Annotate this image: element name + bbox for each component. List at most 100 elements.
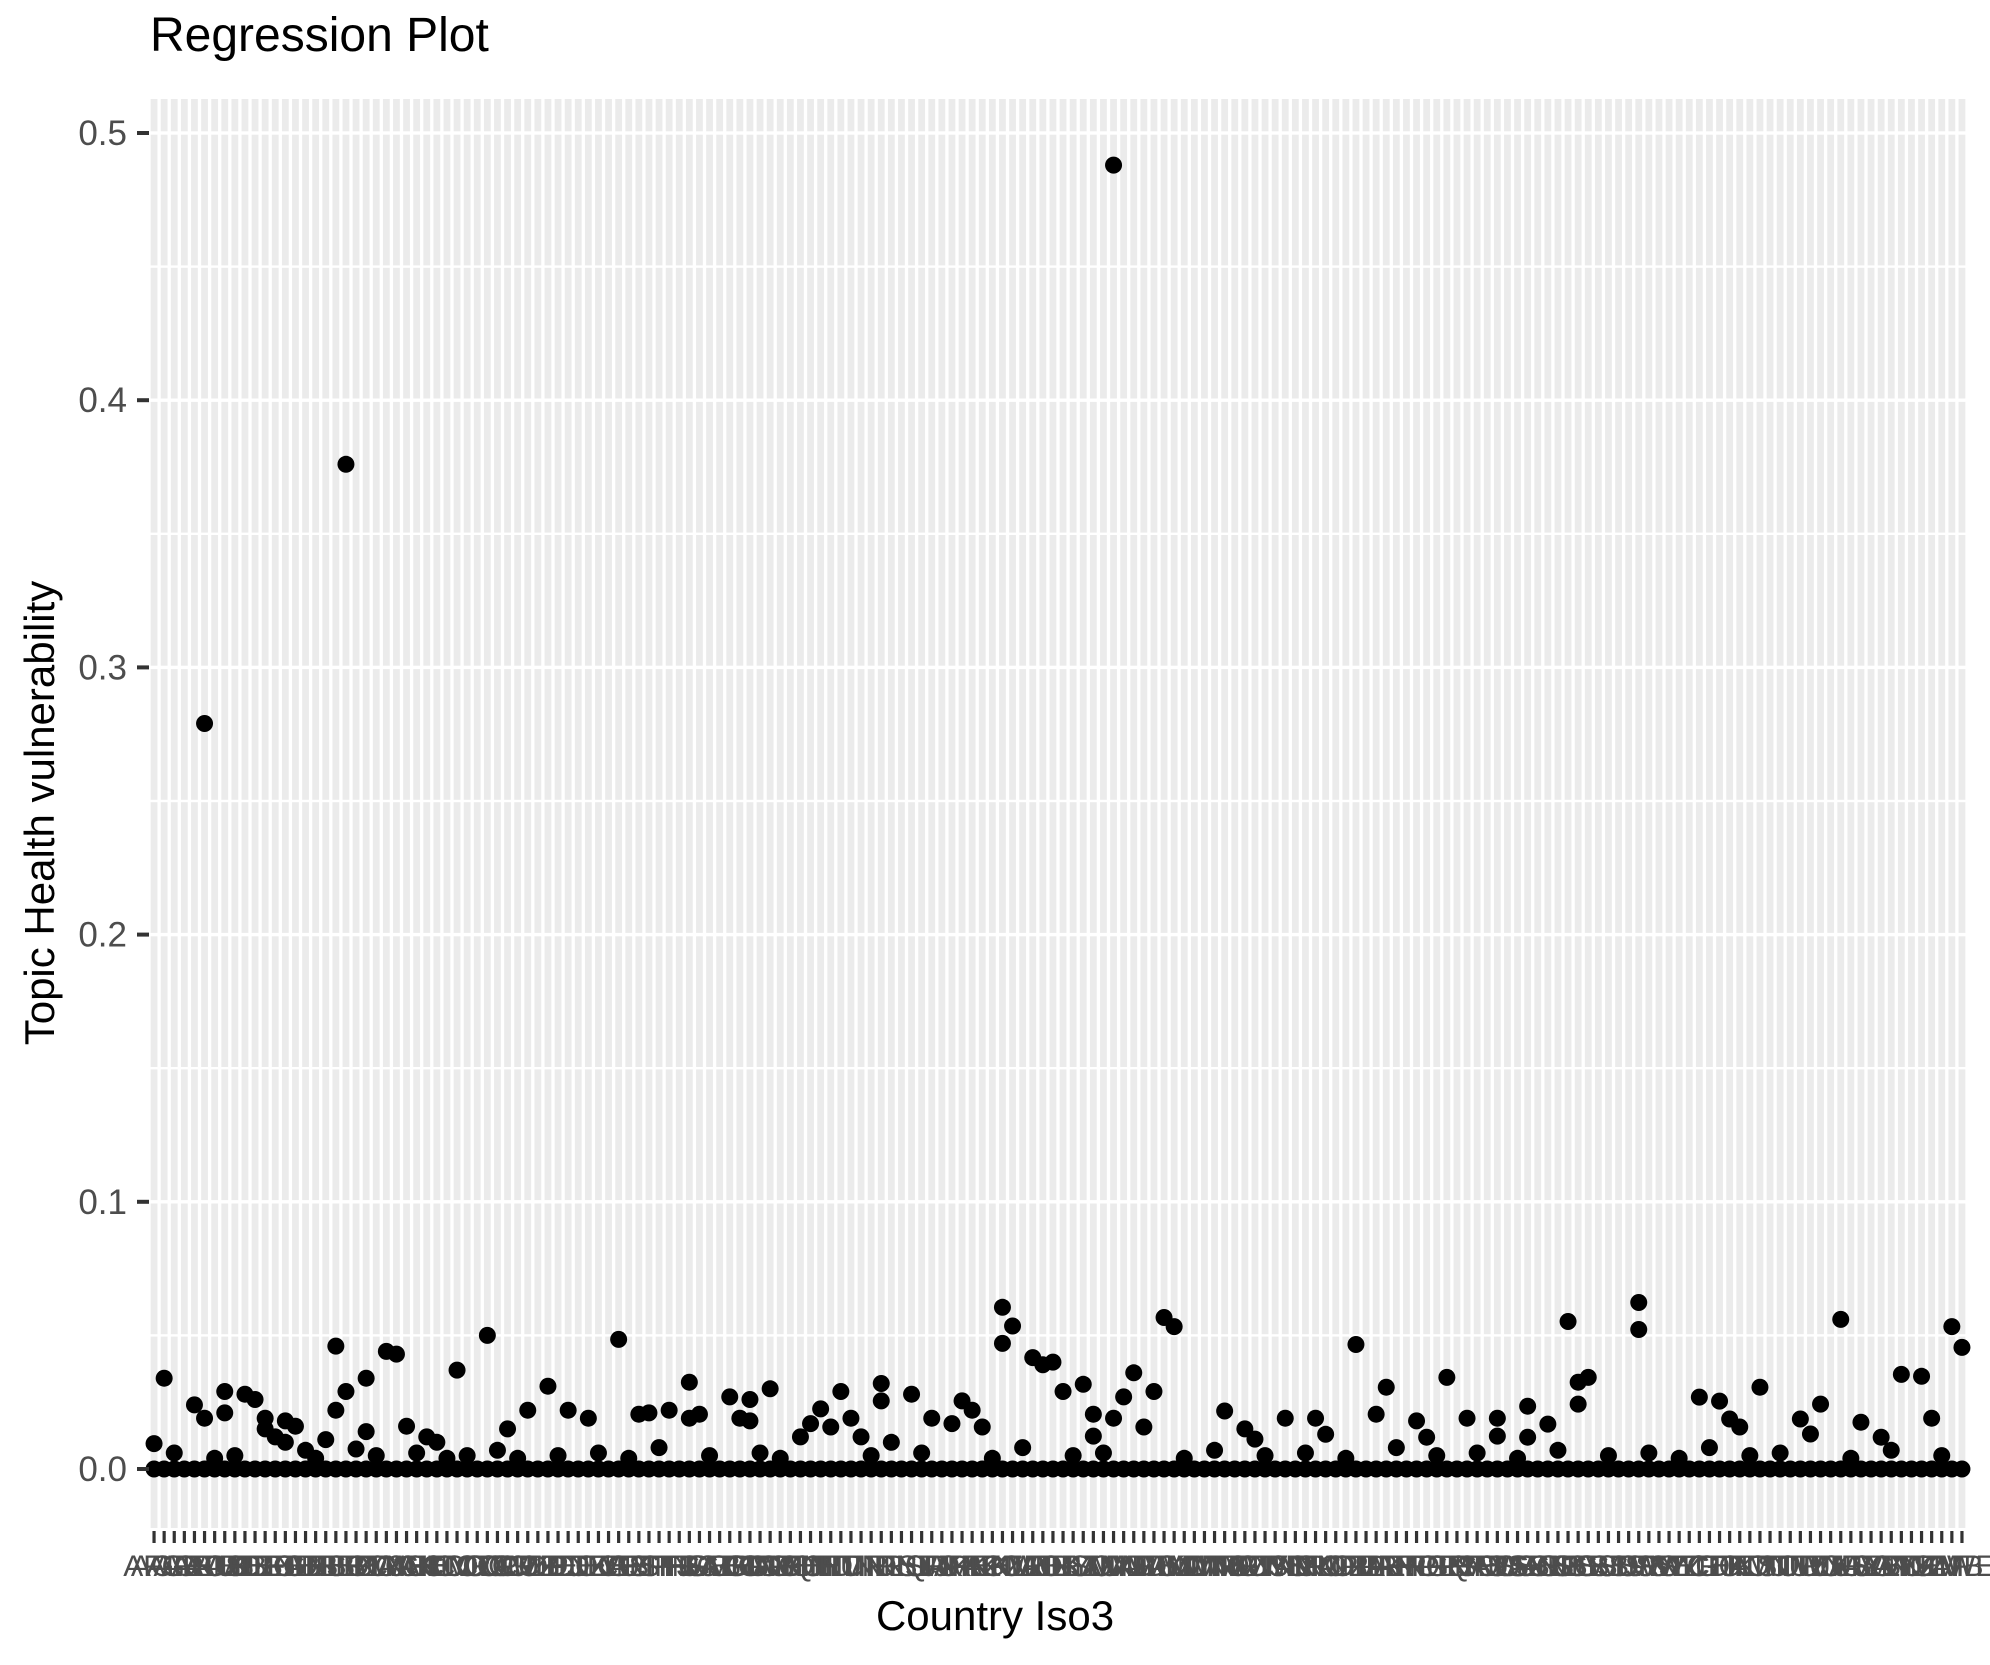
x-tick-label: ROU <box>1454 1550 1521 1583</box>
category-stripe <box>1049 99 1057 1528</box>
x-tick-label: POL <box>1397 1550 1457 1583</box>
x-axis-tick <box>1303 1531 1308 1543</box>
x-tick-label: SAU <box>1487 1550 1549 1583</box>
x-tick-label: AGO <box>131 1550 198 1583</box>
data-point <box>1933 1447 1951 1465</box>
x-axis-tick <box>707 1531 712 1543</box>
x-tick-label: SUR <box>1597 1550 1660 1583</box>
x-tick-label: JAM <box>912 1550 972 1583</box>
x-axis-tick <box>354 1531 358 1543</box>
category-stripe <box>1564 99 1572 1528</box>
x-axis-tick <box>647 1531 651 1543</box>
x-tick-label: SLE <box>1540 1550 1597 1583</box>
category-stripe <box>655 99 663 1528</box>
x-axis-tick <box>1111 1531 1116 1543</box>
data-point <box>1579 1368 1597 1386</box>
major-gridline <box>149 1200 1967 1204</box>
x-axis-tick <box>1384 1531 1388 1543</box>
x-tick-label: HUN <box>818 1550 883 1583</box>
y-axis-tick <box>137 398 149 403</box>
x-tick-label: OMN <box>1331 1550 1401 1583</box>
axes: 0.0 0.1 0.2 0.3 0.4 0.5 AFGAGOALBAREARGARMAUSA… <box>78 114 1990 1583</box>
data-point <box>1549 1441 1567 1459</box>
data-point <box>852 1428 870 1446</box>
data-point <box>1387 1439 1405 1457</box>
data-point <box>327 1401 345 1419</box>
x-tick-label: TUR <box>1759 1550 1821 1583</box>
data-point <box>1307 1409 1325 1427</box>
category-stripe <box>1433 99 1441 1528</box>
data-point <box>913 1444 931 1462</box>
category-stripe <box>1534 99 1542 1528</box>
x-tick-label: FIN <box>645 1550 693 1583</box>
x-tick-label: CUB <box>496 1550 559 1583</box>
x-axis-tick <box>930 1531 934 1543</box>
category-stripe <box>1857 99 1865 1528</box>
data-point <box>1094 1444 1112 1462</box>
x-tick-label: IND <box>845 1550 897 1583</box>
category-stripe <box>1271 99 1279 1528</box>
x-tick-label: CRI <box>492 1550 544 1583</box>
x-axis-tick <box>1182 1531 1186 1543</box>
data-point <box>1165 1318 1183 1336</box>
x-axis-tick <box>1465 1531 1469 1543</box>
x-axis-tick <box>213 1531 217 1543</box>
x-tick-label: IRL <box>858 1550 905 1583</box>
x-axis-tick <box>1445 1531 1449 1543</box>
x-tick-label: AUS <box>184 1550 246 1583</box>
x-tick-label: TZA <box>1792 1550 1849 1583</box>
data-point <box>337 455 355 473</box>
x-axis-tick <box>394 1531 399 1543</box>
x-tick-label: BGD <box>253 1550 318 1583</box>
x-axis-tick <box>1101 1531 1106 1543</box>
data-point <box>1125 1364 1143 1382</box>
x-tick-label: THA <box>1690 1550 1750 1583</box>
x-tick-label: CHL <box>397 1550 457 1583</box>
x-tick-label: NGA <box>1273 1550 1338 1583</box>
x-axis-tick <box>1586 1531 1590 1543</box>
data-point <box>206 1449 224 1467</box>
data-point <box>519 1401 537 1419</box>
x-tick-label: SYR <box>1658 1550 1720 1583</box>
x-tick-label: SYC <box>1648 1550 1710 1583</box>
x-axis-tick <box>1687 1531 1691 1543</box>
x-tick-label: CPV <box>477 1550 539 1583</box>
category-stripe <box>857 99 865 1528</box>
x-tick-label: MKD <box>1141 1550 1208 1583</box>
x-axis-tick <box>829 1531 833 1543</box>
minor-gridline <box>149 532 1967 535</box>
x-axis-tick <box>364 1531 368 1543</box>
data-point <box>1377 1378 1395 1396</box>
x-tick-label: ESP <box>609 1550 669 1583</box>
category-stripe <box>1887 99 1895 1528</box>
x-tick-label: VUT <box>1882 1550 1942 1583</box>
x-axis-tick <box>1839 1531 1843 1543</box>
x-tick-label: KAZ <box>943 1550 1001 1583</box>
x-axis-tick <box>1031 1531 1035 1543</box>
category-stripe <box>807 99 814 1528</box>
data-point <box>387 1345 405 1363</box>
x-axis-tick <box>859 1531 863 1543</box>
x-axis-tick <box>1374 1531 1378 1543</box>
data-point <box>610 1330 628 1348</box>
category-stripe <box>554 99 562 1528</box>
category-stripe <box>1039 99 1047 1528</box>
category-stripe <box>1423 99 1431 1528</box>
category-stripe <box>1746 99 1754 1528</box>
x-tick-label: MDV <box>1121 1550 1188 1583</box>
category-stripe <box>1716 99 1723 1528</box>
data-point <box>1953 1460 1971 1478</box>
data-point <box>478 1326 496 1344</box>
x-axis-tick <box>576 1531 580 1543</box>
category-stripe <box>1110 99 1117 1528</box>
x-tick-label: TKM <box>1708 1550 1771 1583</box>
x-tick-label: LKA <box>1045 1550 1102 1583</box>
data-point <box>973 1418 991 1436</box>
x-tick-label: ZAF <box>1913 1550 1970 1583</box>
data-point <box>1953 1338 1971 1356</box>
x-axis-tick <box>1071 1531 1075 1543</box>
x-tick-label: PAK <box>1347 1550 1405 1583</box>
data-point <box>1559 1313 1577 1330</box>
category-stripe <box>1847 99 1855 1528</box>
category-stripe <box>312 99 320 1528</box>
